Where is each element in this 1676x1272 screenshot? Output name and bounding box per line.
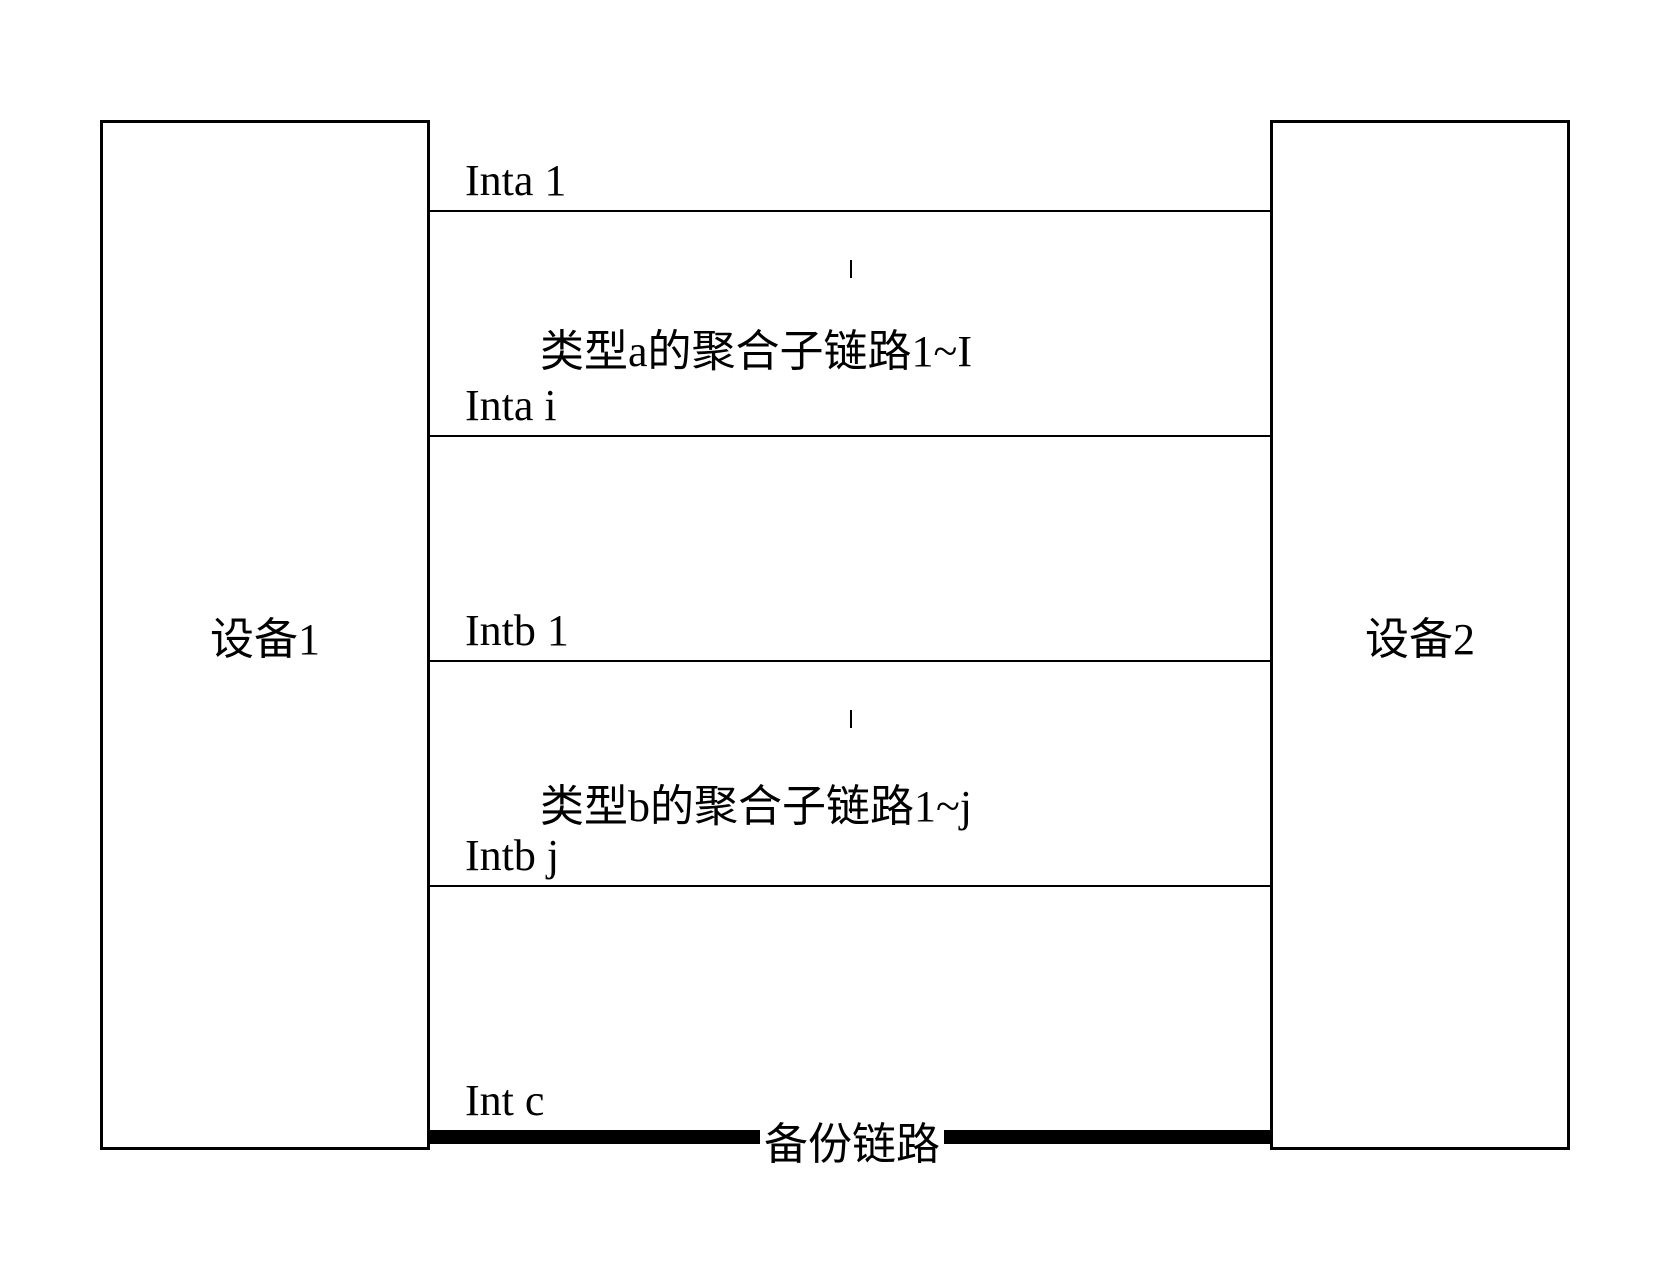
device-1-box: 设备1 xyxy=(100,120,430,1150)
group-b-caption: 类型b的聚合子链路1~j xyxy=(540,770,972,834)
link-inta-1 xyxy=(430,210,1270,212)
inta-i-label: Inta i xyxy=(465,380,557,431)
network-diagram: 设备1 设备2 Inta 1 类型a的聚合子链路1~I Inta i Intb … xyxy=(100,120,1576,1170)
device-2-label: 设备2 xyxy=(1365,603,1475,667)
intb-1-label: Intb 1 xyxy=(465,605,569,656)
dash-b-2 xyxy=(850,795,852,813)
link-intb-j xyxy=(430,885,1270,887)
dash-b-1 xyxy=(850,710,852,728)
dash-a-2 xyxy=(850,345,852,363)
link-intb-1 xyxy=(430,660,1270,662)
intb-j-label: Intb j xyxy=(465,830,559,881)
link-inta-i xyxy=(430,435,1270,437)
dash-a-1 xyxy=(850,260,852,278)
inta-1-label: Inta 1 xyxy=(465,155,566,206)
device-2-box: 设备2 xyxy=(1270,120,1570,1150)
backup-caption: 备份链路 xyxy=(760,1108,944,1172)
intc-label: Int c xyxy=(465,1075,544,1126)
device-1-label: 设备1 xyxy=(210,603,320,667)
group-a-caption: 类型a的聚合子链路1~I xyxy=(540,315,972,379)
